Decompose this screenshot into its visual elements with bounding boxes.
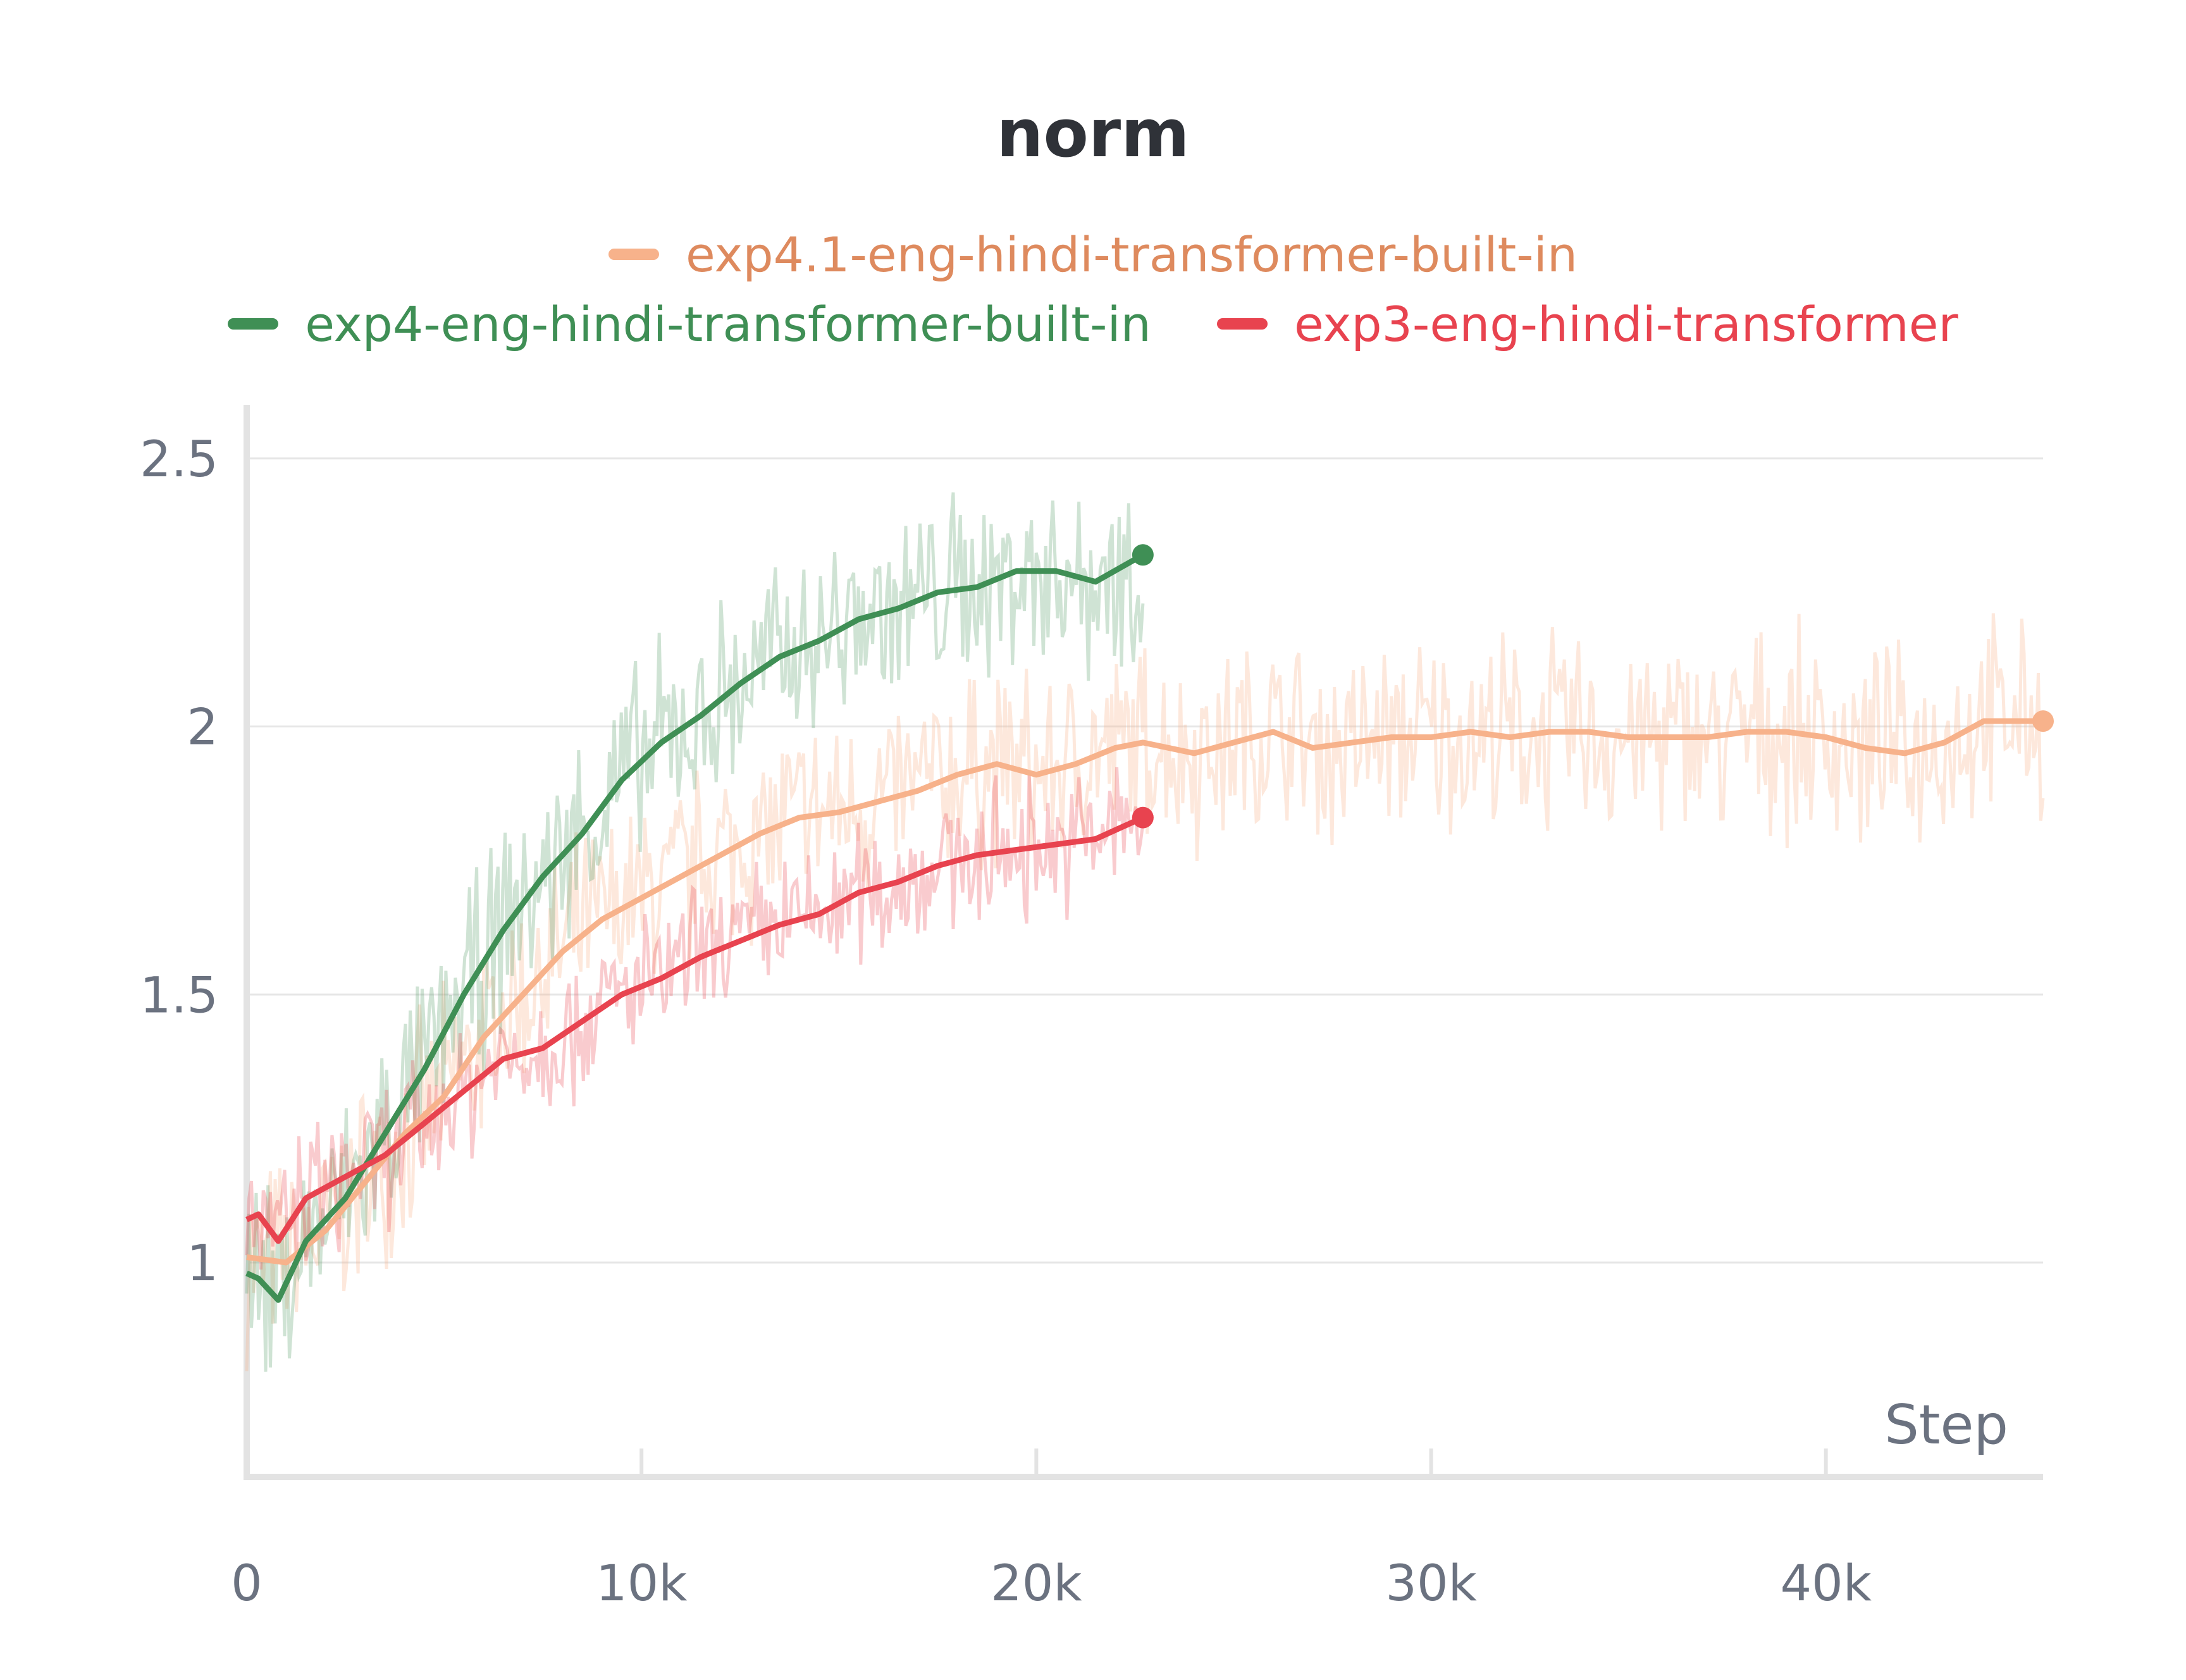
- y-tick-label: 1.5: [140, 967, 218, 1024]
- series-lines: [245, 492, 2054, 1372]
- series-endpoint-0[interactable]: [2032, 710, 2054, 732]
- raw-trace-0: [245, 613, 2045, 1371]
- x-tick-label: 40k: [1780, 1555, 1871, 1612]
- axes: [244, 405, 2043, 1480]
- legend-swatch-exp4-1: [608, 249, 659, 260]
- series-line-2[interactable]: [245, 815, 1144, 1244]
- raw-trace-2: [245, 767, 1145, 1270]
- legend-label-exp4: exp4-eng-hindi-transformer-built-in: [305, 295, 1151, 352]
- legend-swatch-exp3: [1216, 318, 1268, 330]
- legend-item-exp4-1[interactable]: exp4.1-eng-hindi-transformer-built-in: [608, 226, 1578, 283]
- legend-row-1: exp4.1-eng-hindi-transformer-built-in: [0, 215, 2186, 283]
- series-line-0[interactable]: [246, 718, 2043, 1266]
- x-tick-label: 0: [231, 1555, 262, 1612]
- x-tick-label: 20k: [991, 1555, 1082, 1612]
- legend-label-exp4-1: exp4.1-eng-hindi-transformer-built-in: [685, 226, 1578, 283]
- y-tick-label: 2.5: [140, 431, 218, 488]
- legend-row-2: exp4-eng-hindi-transformer-built-in exp3…: [0, 285, 2186, 352]
- y-tick-label: 1: [187, 1235, 218, 1292]
- legend-item-exp3[interactable]: exp3-eng-hindi-transformer: [1216, 295, 1958, 352]
- x-tick-label: 10k: [596, 1555, 687, 1612]
- x-axis-label: Step: [1884, 1393, 2008, 1457]
- y-tick-label: 2: [187, 700, 218, 757]
- series-line-1[interactable]: [245, 552, 1145, 1303]
- series-endpoint-1[interactable]: [1132, 544, 1154, 566]
- tick-labels: 1 1.5 2 2.5 0 10k 20k 30k 40k: [140, 431, 1872, 1612]
- chart-title: norm: [996, 95, 1190, 172]
- legend-item-exp4[interactable]: exp4-eng-hindi-transformer-built-in: [228, 296, 1151, 352]
- x-tick-label: 30k: [1385, 1555, 1476, 1612]
- grid-lines: [245, 457, 2043, 1477]
- legend-swatch-exp4: [228, 318, 279, 330]
- series-endpoint-2[interactable]: [1132, 806, 1154, 829]
- legend-label-exp3: exp3-eng-hindi-transformer: [1294, 295, 1958, 352]
